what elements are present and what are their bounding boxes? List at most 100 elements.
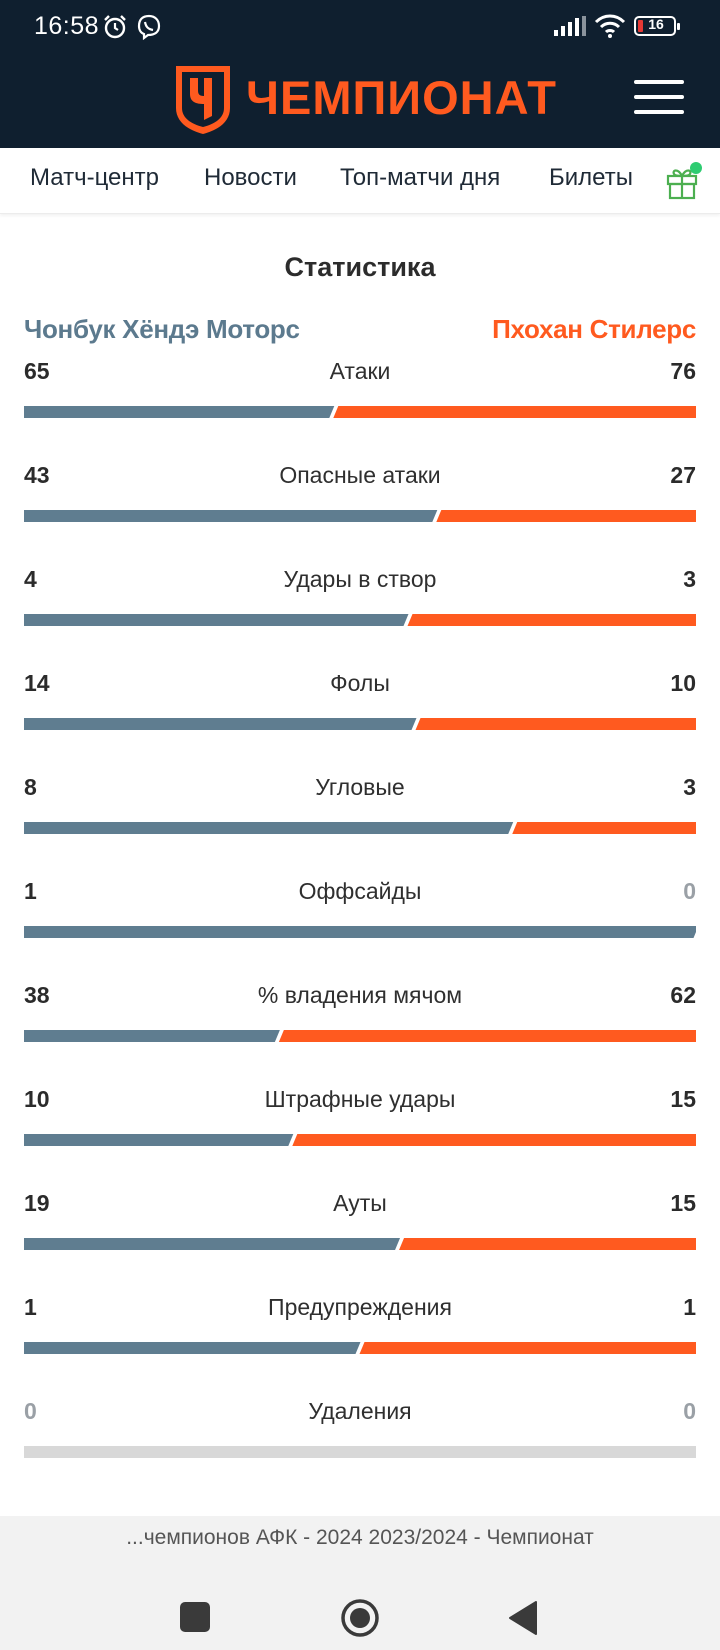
championat-logo-icon[interactable] — [172, 64, 234, 136]
stat-row: Опасные атаки 43 27 — [24, 462, 696, 566]
menu-button[interactable] — [634, 78, 684, 116]
stat-away-value: 0 — [683, 878, 696, 904]
stat-bar — [24, 1134, 696, 1146]
hamburger-icon-line — [634, 80, 684, 84]
stat-bar — [24, 1238, 696, 1250]
stat-bar-home — [24, 406, 335, 418]
home-icon[interactable] — [340, 1598, 380, 1638]
stat-home-value: 65 — [24, 358, 50, 384]
stat-label: Предупреждения — [268, 1294, 452, 1320]
stat-row: Ауты 19 15 — [24, 1190, 696, 1294]
stat-away-value: 3 — [683, 774, 696, 800]
stat-bar-home — [24, 1030, 280, 1042]
stat-home-value: 43 — [24, 462, 50, 488]
stat-away-value: 10 — [670, 670, 696, 696]
home-team-name[interactable]: Чонбук Хёндэ Моторс — [24, 314, 300, 344]
stat-bar-home — [24, 926, 696, 938]
stat-away-value: 62 — [670, 982, 696, 1008]
stat-row: Фолы 14 10 — [24, 670, 696, 774]
stat-bar-home — [24, 822, 514, 834]
stats-title: Статистика — [284, 252, 436, 282]
stat-bar-away — [359, 1342, 696, 1354]
stat-bar-home — [24, 510, 438, 522]
stat-bar — [24, 1446, 696, 1458]
battery-icon: 16 — [634, 16, 680, 36]
stat-home-value: 0 — [24, 1398, 37, 1424]
signal-icon — [554, 16, 586, 41]
stat-row: Удары в створ 4 3 — [24, 566, 696, 670]
nav-item-news[interactable]: Новости — [204, 164, 297, 191]
stat-home-value: 4 — [24, 566, 37, 592]
stat-label: % владения мячом — [257, 982, 463, 1008]
stat-away-value: 0 — [683, 1398, 696, 1424]
stat-bar — [24, 406, 696, 418]
stat-bar-away — [436, 510, 696, 522]
stat-label: Штрафные удары — [264, 1086, 456, 1112]
stat-bar — [24, 1342, 696, 1354]
stat-bar-home — [24, 718, 417, 730]
stat-home-value: 1 — [24, 878, 37, 904]
nav-item-match-center[interactable]: Матч-центр — [30, 164, 159, 191]
stat-bar — [24, 718, 696, 730]
stat-away-value: 15 — [670, 1190, 696, 1216]
alarm-icon — [102, 14, 128, 45]
back-icon[interactable] — [508, 1600, 538, 1636]
hamburger-icon-line — [634, 95, 684, 99]
stat-away-value: 3 — [683, 566, 696, 592]
stat-row: Предупреждения 1 1 — [24, 1294, 696, 1398]
stat-row: Атаки 65 76 — [24, 358, 696, 462]
stat-away-value: 76 — [670, 358, 696, 384]
stat-label: Фолы — [330, 670, 390, 696]
recent-apps-icon[interactable] — [180, 1602, 210, 1632]
stat-away-value: 27 — [670, 462, 696, 488]
stat-bar — [24, 510, 696, 522]
stat-bar-away — [512, 822, 696, 834]
away-team-name[interactable]: Пхохан Стилерс — [492, 314, 696, 344]
stat-bar-away — [415, 718, 696, 730]
status-bar: 16:58 16 — [0, 0, 720, 54]
stat-bar-home — [24, 1134, 294, 1146]
stat-label: Угловые — [315, 774, 405, 800]
stat-label: Удаления — [308, 1398, 412, 1424]
nav-item-tickets[interactable]: Билеты — [549, 164, 633, 191]
site-header: ЧЕМПИОНАТ — [0, 54, 720, 148]
stat-home-value: 38 — [24, 982, 50, 1008]
stat-bar-away — [333, 406, 696, 418]
nav-item-top-matches[interactable]: Топ-матчи дня — [340, 164, 501, 191]
gift-icon[interactable] — [664, 162, 702, 200]
viber-icon — [136, 14, 162, 45]
stat-bar-away — [292, 1134, 696, 1146]
stat-label: Удары в створ — [283, 566, 437, 592]
stat-away-value: 15 — [670, 1086, 696, 1112]
main-nav: Матч-центр Новости Топ-матчи дня Билеты — [0, 148, 720, 214]
wifi-icon — [594, 14, 626, 43]
stat-home-value: 14 — [24, 670, 50, 696]
stat-home-value: 1 — [24, 1294, 37, 1320]
stat-bar-home — [24, 1238, 401, 1250]
status-time: 16:58 — [34, 12, 100, 40]
stat-home-value: 19 — [24, 1190, 50, 1216]
battery-level: 16 — [648, 16, 664, 32]
stat-bar-home — [24, 1342, 361, 1354]
page-title-bar[interactable]: ...чемпионов АФК - 2024 2023/2024 - Чемп… — [126, 1526, 594, 1549]
stat-bar-home — [24, 614, 409, 626]
stat-row: % владения мячом 38 62 — [24, 982, 696, 1086]
hamburger-icon-line — [634, 110, 684, 114]
stat-home-value: 8 — [24, 774, 37, 800]
top-bar-background — [0, 0, 720, 148]
stat-home-value: 10 — [24, 1086, 50, 1112]
stat-row: Штрафные удары 10 15 — [24, 1086, 696, 1190]
stat-row: Оффсайды 1 0 — [24, 878, 696, 982]
stat-bar-away — [407, 614, 696, 626]
stat-row: Угловые 8 3 — [24, 774, 696, 878]
stat-away-value: 1 — [683, 1294, 696, 1320]
stat-bar-away — [278, 1030, 696, 1042]
stat-bar — [24, 926, 696, 938]
stat-label: Ауты — [333, 1190, 387, 1216]
stat-bar — [24, 614, 696, 626]
stat-label: Опасные атаки — [279, 462, 441, 488]
bottom-area: ...чемпионов АФК - 2024 2023/2024 - Чемп… — [0, 1516, 720, 1650]
stat-bar-away — [399, 1238, 696, 1250]
stat-label: Атаки — [329, 358, 391, 384]
stat-bar-empty — [24, 1446, 696, 1458]
